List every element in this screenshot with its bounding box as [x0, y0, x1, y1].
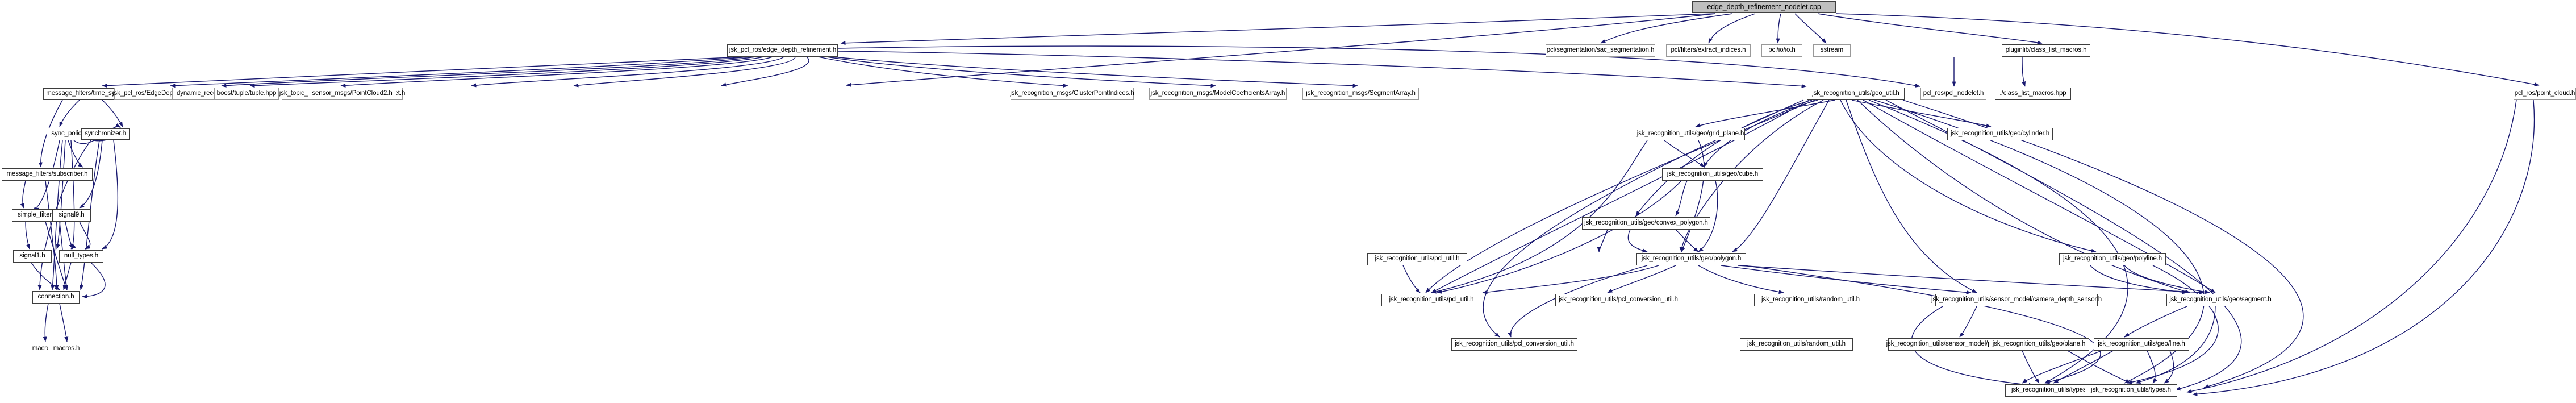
- graph-node-null_types[interactable]: null_types.h: [59, 250, 103, 263]
- graph-node-pluginlib_class[interactable]: pluginlib/class_list_macros.h: [2002, 44, 2090, 57]
- graph-node-segment_array[interactable]: jsk_recognition_msgs/SegmentArray.h: [1302, 88, 1419, 100]
- graph-node-line[interactable]: jsk_recognition_utils/geo/line.h: [2094, 338, 2189, 351]
- graph-node-edge_depth_ref_h[interactable]: jsk_pcl_ros/edge_depth_refinement.h: [727, 44, 838, 57]
- graph-node-polyline[interactable]: jsk_recognition_utils/geo/polyline.h: [2059, 253, 2166, 265]
- graph-node-convex_polygon[interactable]: jsk_recognition_utils/geo/convex_polygon…: [1582, 217, 1710, 230]
- graph-node-macros2[interactable]: macros.h: [48, 343, 85, 355]
- graph-node-cluster_pt_indices[interactable]: jsk_recognition_msgs/ClusterPointIndices…: [1010, 88, 1134, 100]
- graph-node-connection[interactable]: connection.h: [32, 291, 80, 304]
- graph-node-pcl_nodelet[interactable]: pcl_ros/pcl_nodelet.h: [1920, 88, 1986, 100]
- graph-node-signal1[interactable]: signal1.h: [13, 250, 52, 263]
- graph-node-types_left[interactable]: jsk_recognition_utils/types.h: [2005, 384, 2098, 397]
- graph-node-grid_plane[interactable]: jsk_recognition_utils/geo/grid_plane.h: [1636, 128, 1745, 140]
- graph-node-plane[interactable]: jsk_recognition_utils/geo/plane.h: [1989, 338, 2089, 351]
- graph-node-random_util_low[interactable]: jsk_recognition_utils/random_util.h: [1740, 338, 1853, 351]
- graph-node-geo_util[interactable]: jsk_recognition_utils/geo_util.h: [1807, 88, 1905, 100]
- graph-node-cylinder[interactable]: jsk_recognition_utils/geo/cylinder.h: [1947, 128, 2053, 140]
- graph-node-pcl_util_low[interactable]: jsk_recognition_utils/pcl_util.h: [1381, 294, 1481, 306]
- graph-node-sac_segmentation[interactable]: pcl/segmentation/sac_segmentation.h: [1546, 44, 1655, 57]
- graph-node-pcl_util_mid[interactable]: jsk_recognition_utils/pcl_util.h: [1367, 253, 1467, 265]
- graph-node-mf_subscriber[interactable]: message_filters/subscriber.h: [2, 168, 93, 181]
- graph-node-model_coeffs_array[interactable]: jsk_recognition_msgs/ModelCoefficientsAr…: [1149, 88, 1287, 100]
- graph-node-boost_tuple[interactable]: boost/tuple/tuple.hpp: [214, 88, 279, 100]
- graph-node-signal9[interactable]: signal9.h: [52, 209, 91, 222]
- graph-node-extract_indices[interactable]: pcl/filters/extract_indices.h: [1666, 44, 1751, 57]
- graph-node-segment[interactable]: jsk_recognition_utils/geo/segment.h: [2166, 294, 2274, 306]
- graph-node-pcl_conv_util_low[interactable]: jsk_recognition_utils/pcl_conversion_uti…: [1451, 338, 1577, 351]
- graph-node-types_right[interactable]: jsk_recognition_utils/types.h: [2085, 384, 2177, 397]
- graph-node-pointcloud2[interactable]: sensor_msgs/PointCloud2.h: [308, 88, 396, 100]
- graph-node-polygon[interactable]: jsk_recognition_utils/geo/polygon.h: [1636, 253, 1746, 265]
- graph-node-root[interactable]: edge_depth_refinement_nodelet.cpp: [1692, 1, 1836, 13]
- graph-node-cube[interactable]: jsk_recognition_utils/geo/cube.h: [1662, 168, 1763, 181]
- graph-node-pcl_conv_util_mid[interactable]: jsk_recognition_utils/pcl_conversion_uti…: [1555, 294, 1681, 306]
- graph-node-class_list_hpp[interactable]: ./class_list_macros.hpp: [1995, 88, 2071, 100]
- graph-node-sstream[interactable]: sstream: [1813, 44, 1851, 57]
- graph-node-pcl_point_cloud[interactable]: pcl_ros/point_cloud.h: [2514, 88, 2576, 100]
- graph-node-pcl_io[interactable]: pcl/io/io.h: [1761, 44, 1802, 57]
- graph-node-camera_depth_sensor[interactable]: jsk_recognition_utils/sensor_model/camer…: [1931, 294, 2102, 306]
- graph-node-random_util_mid[interactable]: jsk_recognition_utils/random_util.h: [1754, 294, 1867, 306]
- graph-node-simple_filter[interactable]: simple_filter.h: [12, 209, 62, 222]
- graph-node-synchronizer[interactable]: synchronizer.h: [81, 128, 130, 140]
